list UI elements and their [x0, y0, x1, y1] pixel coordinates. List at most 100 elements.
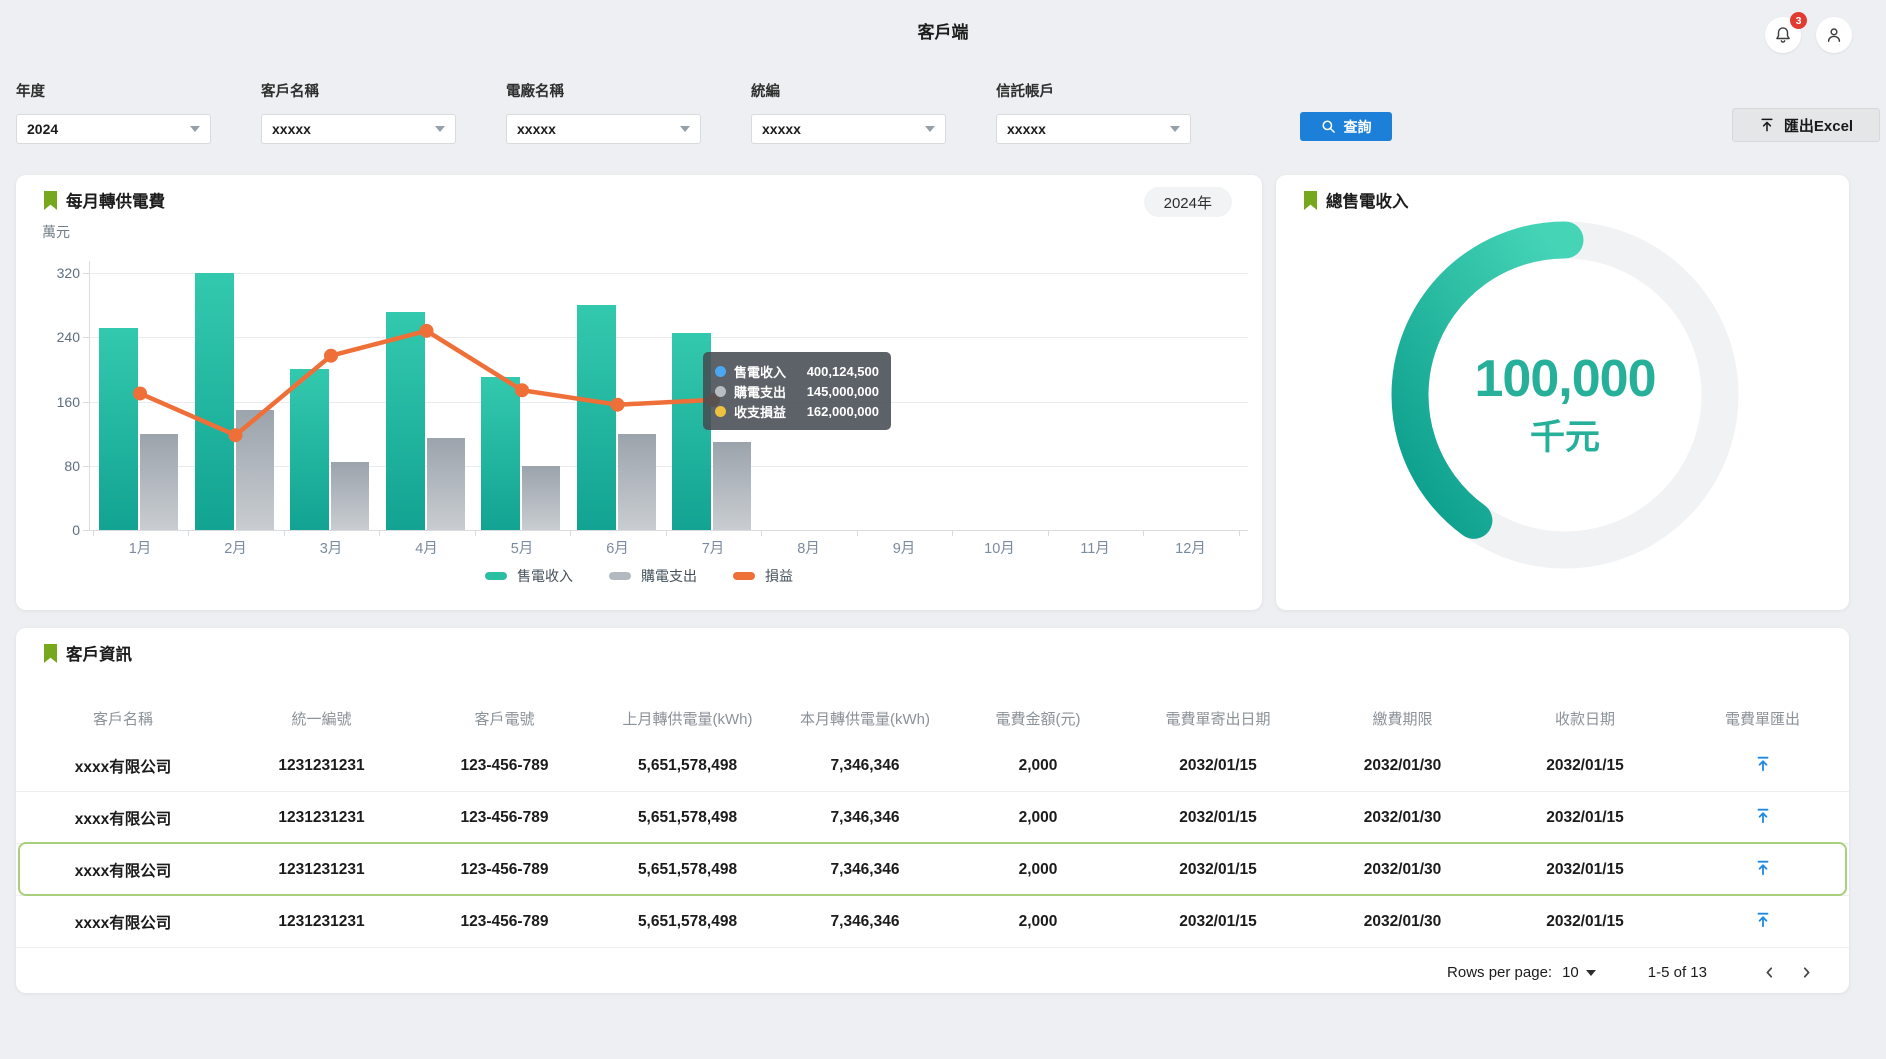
cell-due-date: 2032/01/30	[1363, 756, 1442, 774]
donut-arc	[1391, 221, 1584, 539]
monthly-fee-card: 每月轉供電費 2024年 萬元 0 80 160 240 320 1月 2月 3月 4月 5月 6月…	[16, 175, 1262, 610]
bookmark-icon	[44, 190, 57, 210]
legend-item: 售電收入	[485, 566, 573, 586]
filter-field-5: 信託帳戶 xxxxx	[996, 80, 1191, 144]
export-bill-button[interactable]	[1752, 857, 1774, 882]
notification-badge: 3	[1790, 12, 1807, 29]
notifications-button[interactable]: 3	[1765, 12, 1807, 53]
filter-dropdown[interactable]: 2024	[16, 114, 211, 144]
x-tick-label: 4月	[415, 541, 438, 557]
cell-name: xxxx有限公司	[74, 758, 172, 776]
filter-field-4: 統編 xxxxx	[751, 80, 946, 144]
profile-button[interactable]	[1816, 17, 1852, 53]
cell-amount: 2,000	[1018, 756, 1058, 774]
bar-purchase	[331, 461, 369, 530]
export-excel-button[interactable]: 匯出Excel	[1732, 108, 1880, 142]
cell-name: xxxx有限公司	[74, 862, 172, 880]
bar-purchase	[713, 441, 751, 530]
filter-label: 電廠名稱	[506, 84, 564, 100]
filter-label: 信託帳戶	[996, 84, 1054, 100]
cell-meter-no: 123-456-789	[460, 808, 549, 826]
cell-this-kwh: 7,346,346	[830, 756, 900, 774]
cell-tax-id: 1231231231	[278, 808, 365, 826]
bookmark-icon	[1304, 190, 1317, 210]
cell-due-date: 2032/01/30	[1363, 860, 1442, 878]
export-bill-button[interactable]	[1752, 805, 1774, 830]
page-title: 客戶端	[917, 23, 969, 42]
cell-last-kwh: 5,651,578,498	[637, 756, 738, 774]
rows-per-page-label: Rows per page:	[1447, 964, 1553, 981]
search-icon	[1322, 120, 1335, 133]
legend-item: 購電支出	[609, 566, 697, 586]
cell-paid-date: 2032/01/15	[1546, 808, 1624, 826]
x-tick-label: 7月	[701, 541, 725, 557]
bar-sales	[99, 327, 138, 530]
column-header: 客戶名稱	[92, 710, 153, 728]
filter-dropdown[interactable]: xxxxx	[506, 114, 701, 144]
export-icon	[1757, 860, 1768, 876]
chevron-down-icon	[925, 126, 935, 132]
y-tick-label: 0	[72, 522, 80, 538]
filter-dropdown[interactable]: xxxxx	[996, 114, 1191, 144]
search-button-label: 查詢	[1343, 118, 1372, 135]
bar-purchase	[617, 433, 656, 530]
donut-chart	[1391, 221, 1739, 569]
column-header: 收款日期	[1554, 710, 1615, 728]
column-header: 電費金額(元)	[995, 710, 1081, 728]
column-header: 上月轉供電量(kWh)	[622, 710, 753, 728]
y-axis-unit: 萬元	[42, 224, 70, 240]
cell-sent-date: 2032/01/15	[1179, 912, 1257, 930]
cell-sent-date: 2032/01/15	[1179, 808, 1257, 826]
cell-meter-no: 123-456-789	[460, 912, 549, 930]
export-bill-button[interactable]	[1752, 909, 1774, 934]
cell-tax-id: 1231231231	[278, 756, 365, 774]
rows-per-page-value: 10	[1562, 964, 1579, 981]
chevron-down-icon	[680, 126, 690, 132]
filter-dropdown[interactable]: xxxxx	[261, 114, 456, 144]
bar-sales	[385, 311, 425, 530]
bar-sales	[194, 273, 234, 530]
total-revenue-card: 總售電收入 100,000 千元	[1276, 175, 1849, 610]
chevron-down-icon	[435, 126, 445, 132]
column-header: 本月轉供電量(kWh)	[800, 710, 930, 728]
cell-due-date: 2032/01/30	[1363, 912, 1442, 930]
table-body: xxxx有限公司 1231231231 123-456-789 5,651,578,4…	[16, 740, 1849, 948]
pagination-range: 1-5 of 13	[1647, 964, 1707, 981]
cell-amount: 2,000	[1018, 808, 1058, 826]
table-row[interactable]: xxxx有限公司 1231231231 123-456-789 5,651,578,4…	[16, 792, 1849, 844]
cell-paid-date: 2032/01/15	[1546, 756, 1624, 774]
x-tick-label: 11月	[1080, 541, 1110, 557]
table-row[interactable]: xxxx有限公司 1231231231 123-456-789 5,651,578,4…	[16, 844, 1849, 896]
cell-paid-date: 2032/01/15	[1546, 860, 1624, 878]
export-icon	[1757, 912, 1768, 928]
table-row[interactable]: xxxx有限公司 1231231231 123-456-789 5,651,578,4…	[16, 896, 1849, 948]
chart-tooltip: 售電收入 400,124,500 購電支出 145,000,000 收支損益 162,00…	[703, 352, 891, 430]
filter-field-1: 年度 2024	[16, 80, 211, 144]
x-tick-label: 12月	[1175, 541, 1206, 557]
x-tick-label: 8月	[797, 541, 820, 557]
cell-name: xxxx有限公司	[74, 914, 172, 932]
filter-value: xxxxx	[272, 121, 311, 137]
x-tick-label: 2月	[224, 541, 247, 557]
chevron-down-icon	[1585, 969, 1596, 976]
export-icon	[1757, 756, 1768, 772]
filter-label: 年度	[16, 84, 45, 100]
table-row[interactable]: xxxx有限公司 1231231231 123-456-789 5,651,578,4…	[16, 740, 1849, 792]
cell-last-kwh: 5,651,578,498	[637, 860, 738, 878]
export-bill-button[interactable]	[1752, 753, 1774, 778]
year-badge: 2024年	[1143, 187, 1232, 217]
previous-page-button[interactable]	[1755, 964, 1784, 981]
cell-this-kwh: 7,346,346	[830, 860, 900, 878]
cell-sent-date: 2032/01/15	[1179, 860, 1257, 878]
donut-value: 100,000	[1474, 350, 1657, 408]
rows-per-page-select[interactable]: 10	[1562, 964, 1596, 981]
column-header: 繳費期限	[1372, 710, 1433, 728]
x-tick-label: 6月	[606, 541, 629, 557]
filter-field-2: 客戶名稱 xxxxx	[261, 80, 456, 144]
search-button[interactable]: 查詢	[1300, 112, 1392, 141]
chart-card-title: 每月轉供電費	[66, 193, 165, 211]
next-page-button[interactable]	[1792, 964, 1821, 981]
chart-legend: 售電收入 購電支出 損益	[16, 566, 1262, 586]
filter-dropdown[interactable]: xxxxx	[751, 114, 946, 144]
x-tick-label: 5月	[510, 541, 534, 557]
